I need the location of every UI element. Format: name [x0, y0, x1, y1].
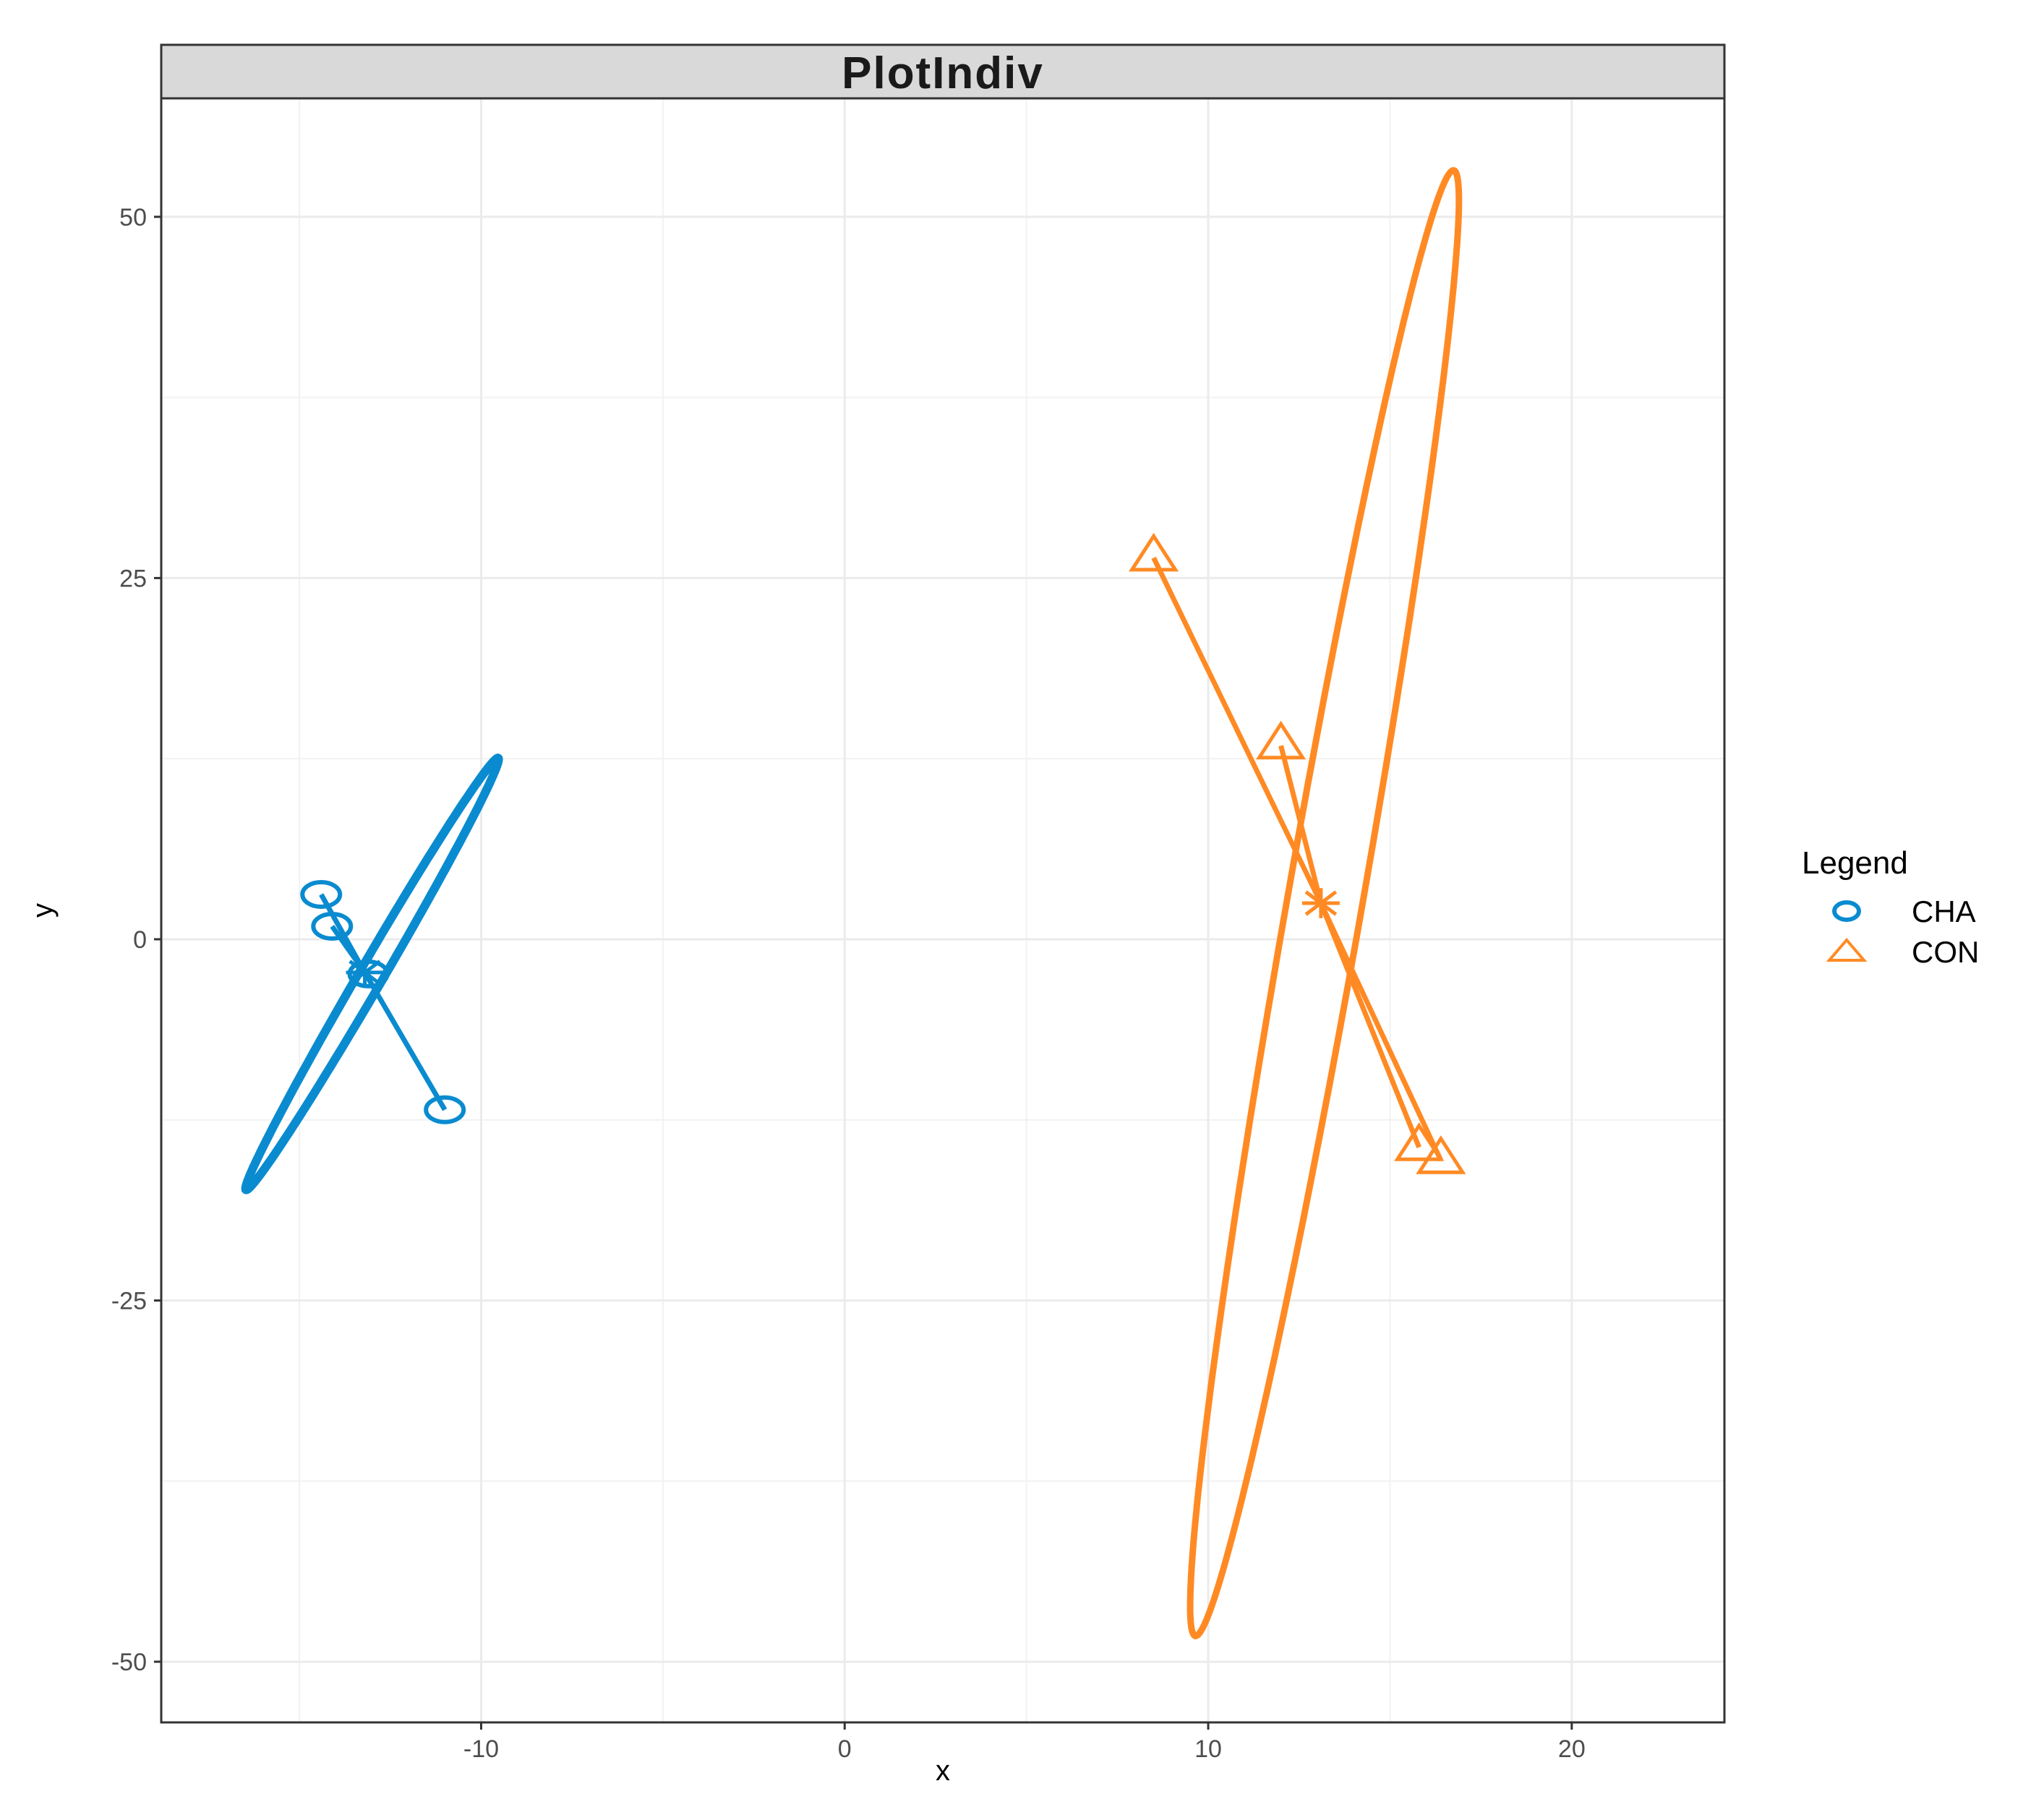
- y-axis: -50 -25 0 25 50: [111, 204, 161, 1676]
- legend: Legend CHA CON: [1802, 845, 1979, 969]
- data-point: [1256, 720, 1307, 760]
- centroid-ray: [362, 971, 448, 1111]
- y-axis-title: y: [27, 903, 59, 918]
- series-cha: [241, 753, 503, 1195]
- legend-title: Legend: [1802, 845, 1908, 881]
- legend-label: CHA: [1912, 894, 1976, 928]
- centroid-ray: [1318, 902, 1443, 1162]
- x-axis-title: x: [936, 1755, 950, 1787]
- y-tick-label: -25: [111, 1288, 147, 1315]
- legend-key-circle: [1832, 900, 1861, 922]
- chart-title: PlotIndiv: [842, 48, 1044, 98]
- data-point: [1416, 1135, 1466, 1174]
- legend-entry-con: CON: [1826, 935, 1979, 969]
- data-point: [1394, 1122, 1445, 1161]
- centroid-marker: [346, 957, 384, 988]
- centroid-ray: [1278, 745, 1324, 904]
- legend-entry-cha: CHA: [1832, 894, 1976, 928]
- x-tick-label: 10: [1194, 1735, 1222, 1763]
- data-point: [1129, 532, 1179, 572]
- confidence-ellipse-cha: [241, 753, 503, 1195]
- data-point: [311, 911, 354, 941]
- legend-key-triangle: [1826, 937, 1868, 962]
- x-tick-label: -10: [463, 1735, 499, 1763]
- y-tick-label: 50: [119, 204, 147, 231]
- data-point: [424, 1095, 466, 1124]
- x-axis: -10 0 10 20: [463, 1722, 1586, 1763]
- strip-header: [160, 43, 1726, 100]
- x-tick-label: 20: [1558, 1735, 1586, 1763]
- y-tick-label: 25: [119, 565, 147, 592]
- centroid-ray: [1151, 556, 1324, 905]
- confidence-ellipse-con: [1186, 166, 1463, 1640]
- centroid-marker: [1301, 888, 1340, 918]
- data-point: [300, 880, 343, 910]
- data-layer: [241, 166, 1466, 1640]
- y-tick-label: 0: [133, 926, 147, 954]
- x-tick-label: 0: [838, 1735, 852, 1763]
- legend-label: CON: [1912, 935, 1979, 969]
- series-con: [1129, 166, 1466, 1640]
- y-tick-label: -50: [111, 1649, 147, 1676]
- grid-lines: [161, 98, 1724, 1722]
